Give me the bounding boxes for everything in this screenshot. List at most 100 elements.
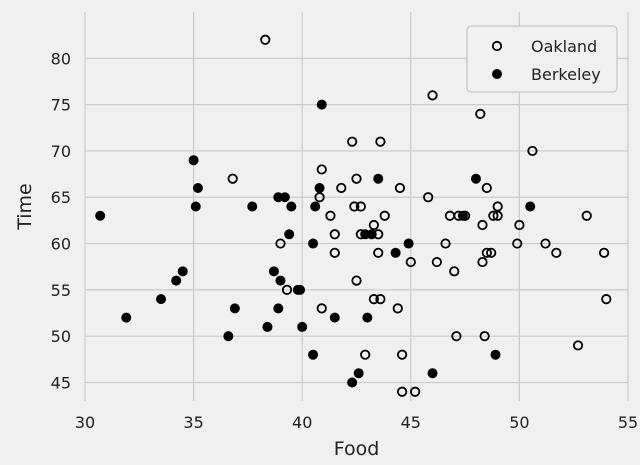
- berkeley-point: [427, 368, 438, 379]
- oakland-point: [351, 275, 362, 286]
- oakland-point: [397, 349, 408, 360]
- oakland-point: [375, 294, 386, 305]
- legend-label-oakland: Oakland: [531, 37, 597, 56]
- oakland-point: [599, 247, 610, 258]
- berkeley-point: [268, 266, 279, 277]
- oakland-point: [281, 284, 293, 295]
- oakland-point: [351, 173, 362, 184]
- oakland-point: [316, 303, 327, 314]
- berkeley-point: [470, 173, 481, 184]
- oakland-point: [551, 247, 562, 258]
- oakland-point: [227, 173, 238, 184]
- berkeley-point: [308, 349, 319, 360]
- oakland-point: [368, 294, 379, 305]
- berkeley-point: [295, 284, 306, 295]
- y-tick-label: 50: [51, 327, 71, 346]
- berkeley-point: [229, 303, 240, 314]
- oakland-point: [451, 331, 462, 342]
- legend: Oakland Berkeley: [466, 25, 618, 93]
- x-tick-labels: 30 35 40 45 50 55: [75, 413, 638, 432]
- x-tick-label: 45: [401, 413, 421, 432]
- berkeley-point: [403, 238, 414, 249]
- legend-label-berkeley: Berkeley: [531, 65, 601, 84]
- berkeley-point: [223, 331, 234, 342]
- berkeley-point: [525, 201, 536, 212]
- oakland-point: [368, 219, 379, 231]
- berkeley-point: [316, 99, 327, 110]
- berkeley-point: [279, 192, 290, 203]
- data-points: [95, 34, 612, 397]
- oakland-point: [314, 192, 325, 203]
- berkeley-point: [390, 247, 401, 258]
- oakland-point: [423, 192, 434, 203]
- oakland-point: [397, 386, 408, 397]
- oakland-point: [349, 201, 360, 212]
- oakland-point: [325, 210, 336, 221]
- berkeley-point: [171, 275, 182, 286]
- berkeley-point: [286, 201, 297, 212]
- oakland-point: [379, 210, 390, 221]
- oakland-point: [481, 247, 492, 258]
- y-tick-label: 45: [51, 373, 71, 392]
- y-tick-labels: 45 50 55 60 65 70 75 80: [51, 49, 71, 392]
- y-tick-label: 60: [51, 235, 71, 254]
- oakland-point: [527, 145, 538, 157]
- oakland-point: [440, 238, 451, 249]
- oakland-point: [581, 210, 592, 221]
- oakland-point: [449, 266, 460, 277]
- oakland-point: [427, 90, 438, 101]
- oakland-point: [486, 247, 497, 258]
- x-tick-label: 30: [75, 413, 95, 432]
- oakland-point: [512, 238, 523, 249]
- oakland-point: [410, 386, 421, 397]
- berkeley-point: [188, 155, 199, 166]
- berkeley-point: [490, 349, 501, 360]
- berkeley-point: [457, 210, 468, 221]
- x-tick-label: 40: [292, 413, 312, 432]
- oakland-point: [275, 238, 286, 249]
- berkeley-point: [308, 238, 319, 249]
- berkeley-point: [95, 210, 106, 221]
- oakland-point: [360, 349, 371, 360]
- oakland-point: [394, 182, 406, 194]
- berkeley-point: [190, 201, 201, 212]
- x-axis-label: Food: [334, 438, 380, 460]
- oakland-point: [392, 303, 403, 314]
- oakland-point: [601, 294, 612, 305]
- oakland-point: [488, 210, 499, 221]
- oakland-point: [329, 229, 340, 240]
- berkeley-point: [192, 182, 203, 193]
- oakland-point: [375, 136, 386, 147]
- oakland-point: [477, 219, 488, 231]
- berkeley-point: [273, 303, 284, 314]
- oakland-point: [336, 182, 347, 194]
- x-tick-label: 50: [509, 413, 529, 432]
- oakland-point: [373, 247, 384, 258]
- berkeley-point: [362, 312, 373, 323]
- oakland-point: [260, 34, 271, 45]
- oakland-point: [540, 238, 551, 249]
- berkeley-point: [297, 321, 308, 332]
- oakland-point: [347, 136, 358, 147]
- oakland-point: [431, 256, 442, 268]
- berkeley-point: [262, 321, 273, 332]
- oakland-point: [329, 247, 340, 258]
- legend-marker-oakland: [491, 40, 503, 52]
- berkeley-point: [314, 182, 325, 193]
- y-tick-label: 75: [51, 96, 71, 115]
- oakland-point: [514, 219, 525, 231]
- berkeley-point: [177, 266, 188, 277]
- legend-marker-berkeley: [491, 69, 502, 80]
- oakland-point: [475, 108, 486, 119]
- berkeley-point: [373, 173, 384, 184]
- oakland-point: [479, 331, 490, 342]
- berkeley-point: [275, 275, 286, 286]
- oakland-point: [492, 201, 503, 212]
- oakland-point: [477, 256, 488, 268]
- berkeley-point: [353, 368, 364, 379]
- x-tick-label: 35: [183, 413, 203, 432]
- berkeley-point: [121, 312, 132, 323]
- y-tick-label: 70: [51, 142, 71, 161]
- berkeley-point: [284, 229, 295, 240]
